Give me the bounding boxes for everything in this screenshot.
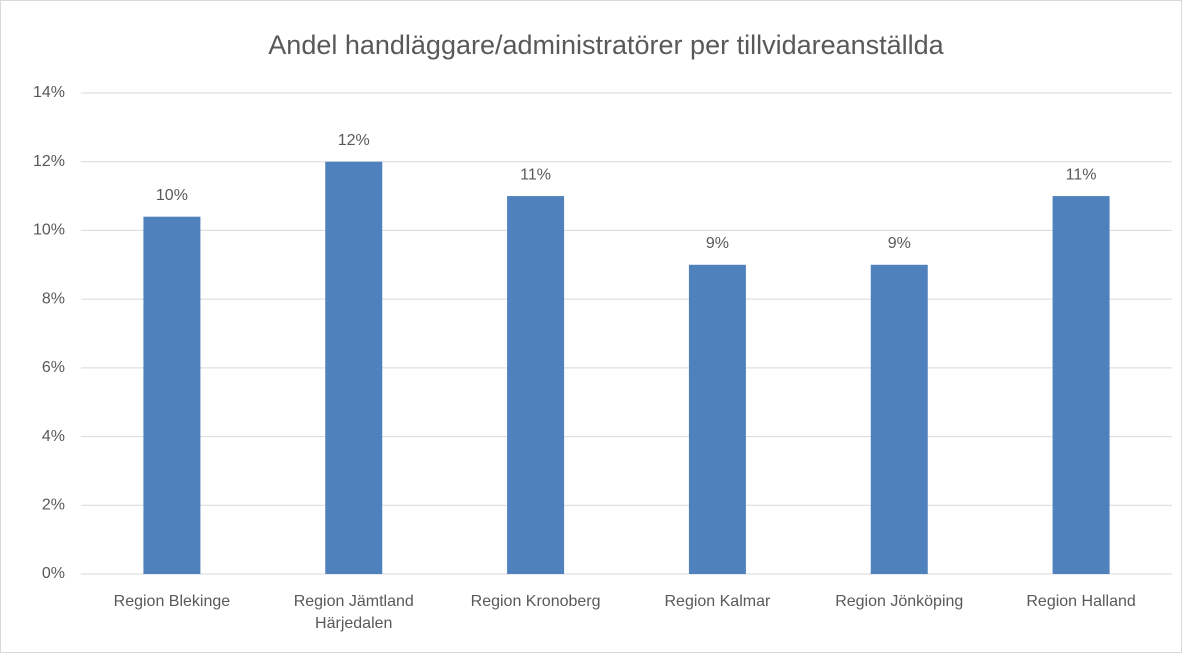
y-tick-label: 12%: [33, 153, 65, 170]
y-tick-label: 2%: [42, 497, 65, 514]
y-tick-label: 14%: [33, 84, 65, 101]
bar: [143, 216, 201, 574]
x-tick-label: Region Halland: [1026, 593, 1136, 610]
data-label: 9%: [888, 235, 911, 252]
bar: [1052, 196, 1110, 575]
x-tick-label: Region Kronoberg: [470, 593, 601, 610]
chart-title: Andel handläggare/administratörer per ti…: [268, 30, 944, 60]
data-label: 11%: [1066, 166, 1097, 183]
y-tick-label: 4%: [42, 428, 65, 445]
x-tick-label: Region Jämtland Härjedalen: [293, 593, 414, 632]
data-label: 9%: [706, 235, 729, 252]
bar: [870, 264, 928, 574]
data-label: 10%: [156, 187, 188, 204]
y-tick-label: 8%: [42, 290, 65, 307]
x-tick-label: Region Jönköping: [835, 593, 964, 610]
y-tick-label: 6%: [42, 359, 65, 376]
data-label: 12%: [338, 132, 370, 149]
data-label: 11%: [520, 166, 551, 183]
y-tick-label: 10%: [33, 222, 65, 239]
y-tick-label: 0%: [42, 565, 65, 582]
bar: [507, 196, 565, 575]
bar: [688, 264, 746, 574]
x-tick-label: Region Blekinge: [113, 593, 231, 610]
x-tick-label: Region Kalmar: [664, 593, 771, 610]
bar: [325, 161, 383, 574]
